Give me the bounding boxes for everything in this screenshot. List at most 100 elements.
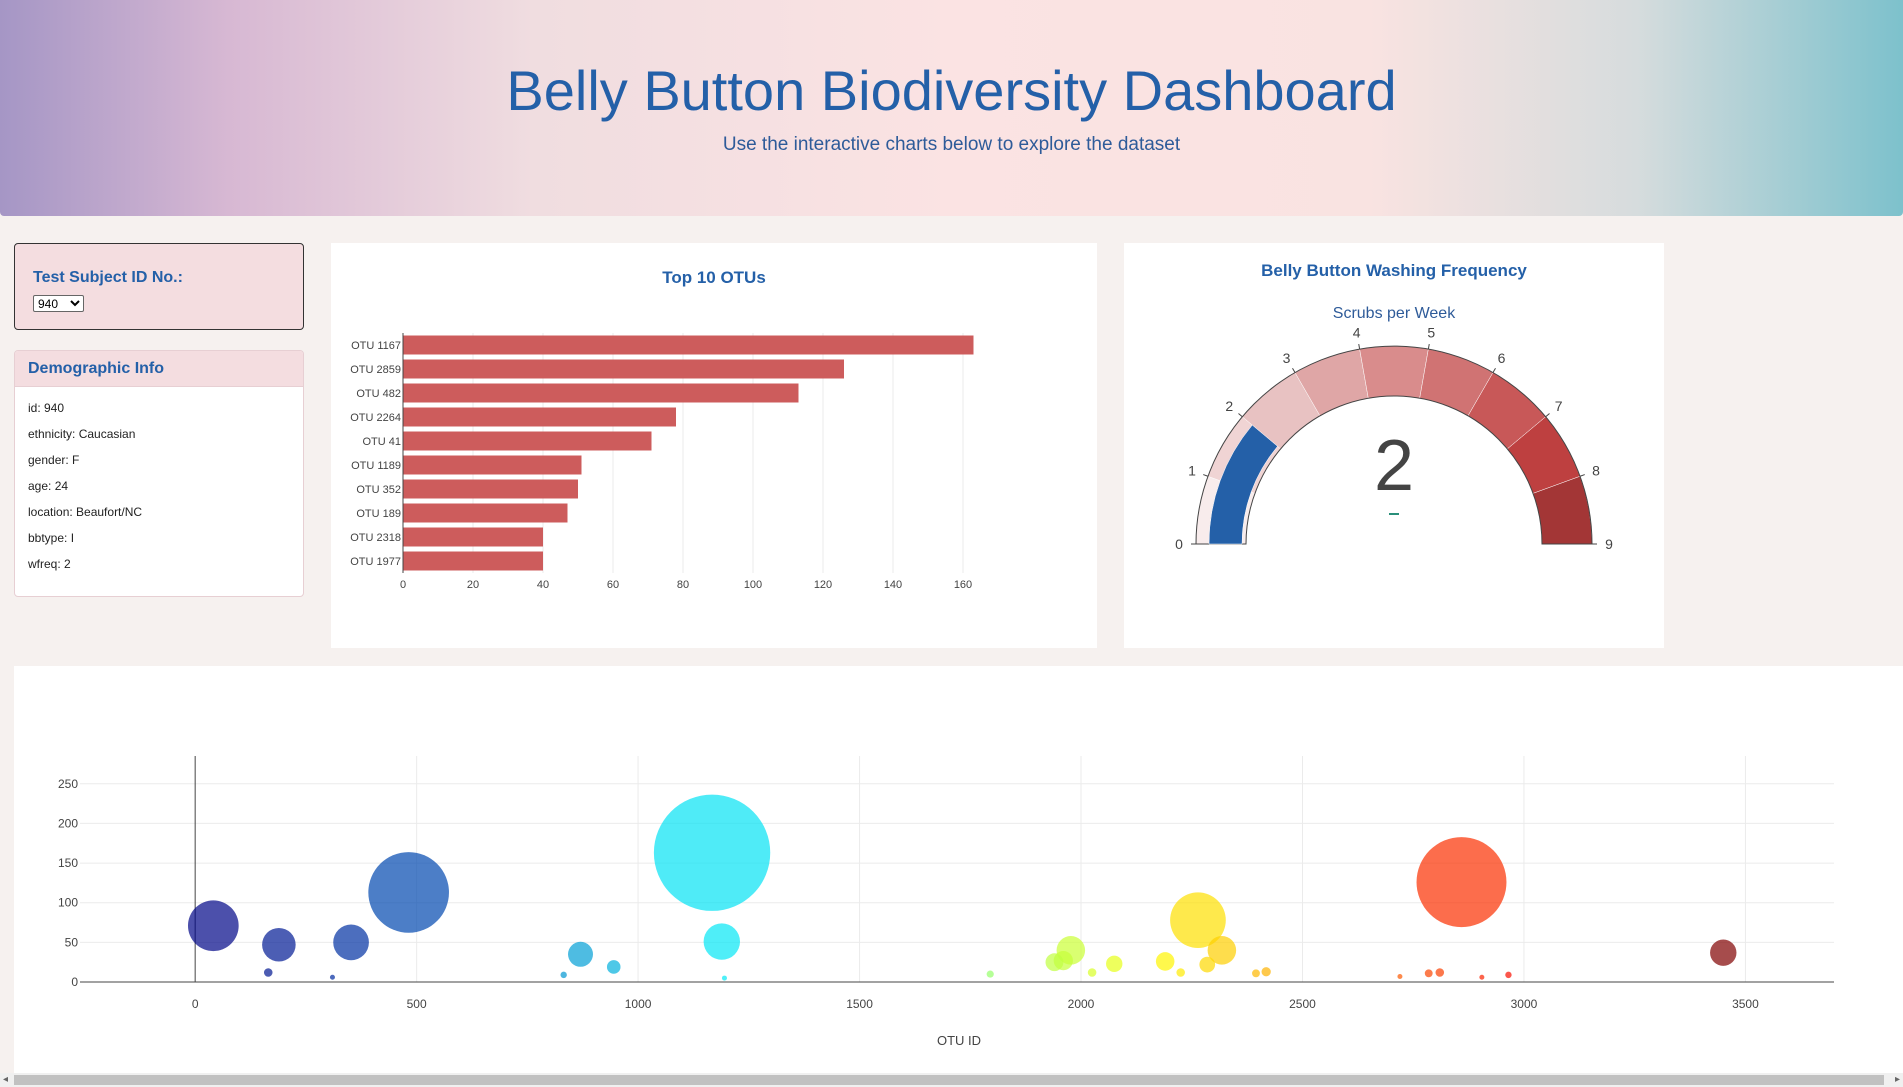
- bar[interactable]: [403, 359, 844, 379]
- bubble[interactable]: [1710, 939, 1737, 966]
- subject-selector-label: Test Subject ID No.:: [33, 269, 183, 286]
- header-banner: Belly Button Biodiversity Dashboard Use …: [0, 0, 1903, 216]
- bubble[interactable]: [1207, 936, 1237, 965]
- bar-category-label: OTU 2318: [350, 532, 401, 544]
- bar[interactable]: [403, 431, 652, 451]
- bubble[interactable]: [1416, 837, 1507, 928]
- demographic-body: id: 940 ethnicity: Caucasian gender: F a…: [15, 387, 303, 596]
- bubble[interactable]: [721, 975, 727, 981]
- demographic-row: location: Beaufort/NC: [28, 505, 143, 519]
- gauge-chart-card: Belly Button Washing Frequency Scrubs pe…: [1124, 243, 1664, 648]
- demographic-row: id: 940: [28, 401, 65, 415]
- scroll-left-arrow-icon[interactable]: ◂: [3, 1074, 9, 1085]
- bubble[interactable]: [1479, 974, 1485, 980]
- bar-x-tick-label: 0: [400, 579, 406, 591]
- bubble[interactable]: [1397, 973, 1403, 979]
- bar[interactable]: [403, 383, 799, 403]
- bubble[interactable]: [368, 852, 449, 933]
- bar-category-label: OTU 482: [356, 388, 401, 400]
- bubble-y-tick-label: 200: [58, 816, 78, 830]
- bubble-y-tick-label: 100: [58, 896, 78, 910]
- demographic-panel: Demographic Info id: 940 ethnicity: Cauc…: [14, 350, 304, 597]
- bar[interactable]: [403, 479, 578, 499]
- bar[interactable]: [403, 527, 543, 547]
- bubble-y-tick-label: 150: [58, 856, 78, 870]
- gauge-subtitle: Scrubs per Week: [1333, 305, 1456, 322]
- bubble[interactable]: [703, 923, 741, 960]
- bar[interactable]: [403, 407, 676, 427]
- bubble-x-tick-label: 1500: [846, 997, 873, 1011]
- gauge-tick: [1579, 474, 1585, 477]
- demographic-row: ethnicity: Caucasian: [28, 427, 136, 441]
- bar[interactable]: [403, 455, 582, 475]
- bubble-x-tick-label: 2500: [1289, 997, 1316, 1011]
- bubble[interactable]: [1252, 969, 1260, 978]
- subject-id-select[interactable]: 940: [33, 295, 84, 312]
- bubble[interactable]: [653, 794, 771, 911]
- gauge-tick-label: 9: [1605, 536, 1613, 552]
- bubble[interactable]: [1045, 953, 1064, 972]
- gauge-tick-label: 5: [1427, 324, 1435, 340]
- demographic-heading: Demographic Info: [15, 351, 303, 387]
- horizontal-scrollbar[interactable]: ◂ ▸: [0, 1073, 1903, 1087]
- bar-x-tick-label: 140: [884, 579, 902, 591]
- bubble[interactable]: [262, 927, 296, 962]
- bubble-y-tick-label: 250: [58, 777, 78, 791]
- bubble[interactable]: [606, 960, 621, 974]
- bubble[interactable]: [1106, 955, 1123, 973]
- bubble[interactable]: [1087, 968, 1097, 977]
- bubble-x-tick-label: 500: [407, 997, 427, 1011]
- demographic-row: wfreq: 2: [28, 557, 71, 571]
- gauge-value-bar: [1208, 424, 1278, 545]
- bar-x-tick-label: 20: [467, 579, 479, 591]
- gauge-tick: [1203, 474, 1209, 477]
- bar[interactable]: [403, 335, 974, 355]
- gauge-tick-label: 6: [1498, 350, 1506, 366]
- bubble[interactable]: [568, 941, 594, 967]
- bar-x-tick-label: 100: [744, 579, 762, 591]
- bar-chart[interactable]: Top 10 OTUs 0 20 40 60 80 100 120 140 160 OTU 116…: [331, 243, 1097, 648]
- gauge-step: [1359, 345, 1429, 399]
- bubble[interactable]: [1505, 971, 1512, 979]
- bubble[interactable]: [1435, 968, 1445, 977]
- bubble[interactable]: [329, 974, 335, 980]
- demographic-row: bbtype: I: [28, 531, 75, 545]
- bar-category-label: OTU 189: [356, 508, 401, 520]
- gauge-tick: [1358, 343, 1361, 350]
- bubble[interactable]: [1261, 967, 1271, 977]
- bubble[interactable]: [560, 971, 567, 979]
- scrollbar-thumb[interactable]: [14, 1075, 1884, 1085]
- bar-chart-card: Top 10 OTUs 0 20 40 60 80 100 120 140 160 OTU 116…: [331, 243, 1097, 648]
- bubble[interactable]: [1424, 969, 1433, 978]
- bubble-x-tick-label: 3000: [1511, 997, 1538, 1011]
- gauge-tick: [1292, 367, 1296, 373]
- bubble[interactable]: [1155, 952, 1175, 971]
- bubble[interactable]: [1199, 956, 1216, 973]
- bar-x-tick-label: 40: [537, 579, 549, 591]
- bubble-x-axis-label: OTU ID: [937, 1033, 981, 1048]
- bar-category-label: OTU 352: [356, 484, 401, 496]
- bar-chart-title: Top 10 OTUs: [662, 268, 766, 287]
- bar-x-tick-label: 60: [607, 579, 619, 591]
- bar[interactable]: [403, 503, 568, 523]
- gauge-tick-label: 0: [1175, 536, 1183, 552]
- bar-category-label: OTU 1189: [351, 460, 401, 472]
- gauge-tick-label: 1: [1188, 462, 1196, 478]
- bubble[interactable]: [263, 968, 273, 977]
- gauge-chart[interactable]: Belly Button Washing Frequency Scrubs pe…: [1124, 243, 1664, 648]
- bubble[interactable]: [187, 900, 239, 952]
- bubble[interactable]: [1170, 892, 1226, 949]
- bar[interactable]: [403, 551, 543, 571]
- bubble-y-tick-label: 50: [65, 935, 79, 949]
- gauge-tick: [1427, 343, 1430, 350]
- bar-x-tick-label: 120: [814, 579, 832, 591]
- demographic-row: gender: F: [28, 453, 80, 467]
- bubble[interactable]: [1176, 968, 1185, 977]
- scroll-right-arrow-icon[interactable]: ▸: [1894, 1074, 1900, 1085]
- bubble[interactable]: [986, 970, 994, 978]
- bar-category-label: OTU 1977: [350, 556, 401, 568]
- bubble[interactable]: [333, 924, 369, 961]
- gauge-tick: [1238, 413, 1243, 418]
- gauge-title: Belly Button Washing Frequency: [1261, 261, 1527, 280]
